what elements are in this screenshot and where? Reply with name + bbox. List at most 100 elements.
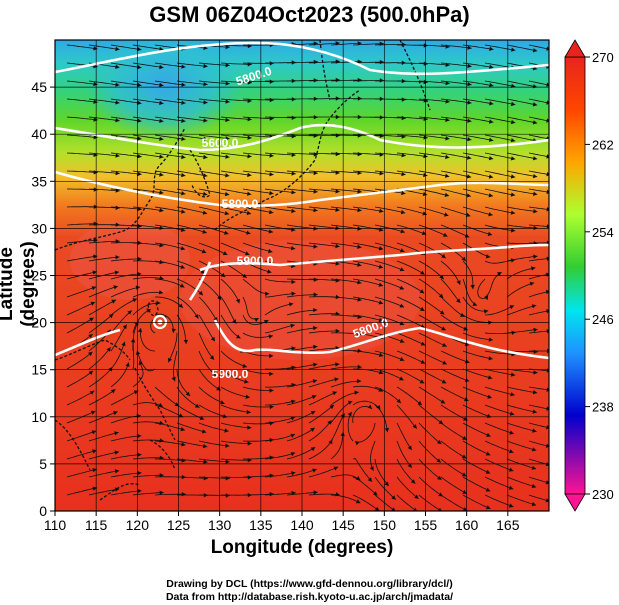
streamline	[506, 134, 538, 142]
streamline-arrow	[357, 331, 362, 337]
streamline-arrow	[114, 487, 120, 492]
streamline-arrow	[159, 243, 164, 248]
streamline-arrow	[548, 423, 549, 425]
streamline	[352, 170, 384, 175]
typhoon-center	[152, 314, 168, 330]
streamline-arrow	[180, 227, 186, 232]
streamline	[176, 422, 207, 433]
streamline-arrow	[115, 188, 120, 193]
streamline	[198, 476, 230, 479]
streamline-arrow	[335, 96, 340, 101]
streamline	[528, 310, 549, 316]
streamline-arrow	[194, 403, 200, 408]
streamline	[462, 242, 491, 258]
x-tick-label: 135	[249, 517, 273, 533]
streamline-arrow	[115, 153, 120, 158]
streamline-arrow	[247, 441, 252, 446]
streamline	[418, 188, 450, 197]
streamline	[198, 98, 230, 103]
streamline	[528, 368, 549, 372]
streamline-arrow	[269, 438, 274, 443]
streamline	[374, 242, 405, 253]
streamline	[176, 440, 208, 448]
contour-label: 5900.0	[237, 254, 274, 268]
streamline-arrow	[511, 330, 516, 335]
streamline-arrow	[174, 402, 179, 407]
streamline-arrow	[115, 135, 120, 141]
streamline	[132, 402, 164, 407]
streamline-arrow	[355, 499, 361, 504]
streamline-arrow	[379, 96, 384, 102]
streamline	[484, 116, 516, 124]
streamline-arrow	[417, 400, 422, 406]
streamline	[176, 206, 208, 214]
streamline	[88, 152, 120, 157]
streamline	[132, 302, 161, 316]
streamline	[352, 260, 384, 269]
streamline-arrow	[291, 346, 296, 351]
streamline	[176, 476, 208, 479]
streamline	[462, 404, 492, 418]
streamline-arrow	[225, 81, 230, 86]
streamline-arrow	[533, 254, 538, 259]
streamline-arrow	[93, 99, 98, 104]
streamline-arrow	[546, 329, 549, 334]
streamline-arrow	[420, 270, 425, 275]
streamline	[396, 296, 425, 312]
streamline	[462, 188, 494, 197]
streamline	[462, 314, 493, 323]
streamline-arrow	[133, 390, 139, 395]
streamline-arrow	[137, 256, 142, 262]
streamline-arrow	[137, 136, 142, 141]
streamline-arrow	[178, 413, 184, 418]
streamline	[110, 134, 142, 140]
streamline-arrow	[159, 208, 164, 213]
streamline	[243, 493, 274, 496]
streamline-arrow	[106, 329, 112, 335]
streamline	[440, 350, 470, 363]
streamline-arrow	[378, 246, 384, 251]
streamline-arrow	[531, 266, 536, 271]
streamline	[352, 224, 384, 231]
streamline	[375, 98, 406, 101]
streamline	[220, 350, 248, 368]
streamline	[374, 368, 404, 381]
streamline-arrow	[222, 414, 228, 419]
streamline	[110, 273, 142, 280]
y-tick-label: 0	[39, 503, 47, 519]
streamline-arrow	[311, 395, 317, 400]
streamline-arrow	[115, 118, 120, 123]
streamline-arrow	[549, 331, 553, 335]
streamline	[352, 350, 384, 357]
streamline	[462, 62, 494, 68]
streamline	[462, 368, 493, 379]
streamline	[396, 458, 416, 484]
streamline	[154, 476, 186, 478]
streamline-arrow	[335, 345, 340, 351]
streamline-arrow	[137, 206, 142, 212]
streamline	[330, 152, 362, 155]
streamline-arrow	[357, 133, 362, 138]
streamline-arrow	[546, 256, 549, 261]
streamline	[88, 388, 116, 406]
streamline	[264, 278, 296, 283]
streamline-arrow	[137, 433, 142, 439]
streamline-arrow	[89, 390, 95, 395]
streamline-arrow	[202, 229, 207, 234]
streamline	[352, 314, 384, 322]
streamline-arrow	[485, 254, 491, 259]
coastline	[214, 89, 361, 231]
streamline	[110, 298, 138, 316]
streamline	[220, 458, 252, 461]
streamline-arrow	[546, 207, 549, 212]
streamline-arrow	[181, 154, 186, 160]
streamline-arrow	[438, 420, 444, 425]
streamline	[396, 422, 413, 451]
streamline-arrow	[171, 376, 176, 382]
streamline	[440, 116, 472, 122]
streamline-arrow	[357, 297, 362, 302]
streamline-arrow	[531, 501, 537, 507]
streamline	[374, 476, 397, 500]
streamline	[418, 404, 444, 425]
streamline-arrow	[488, 356, 493, 361]
